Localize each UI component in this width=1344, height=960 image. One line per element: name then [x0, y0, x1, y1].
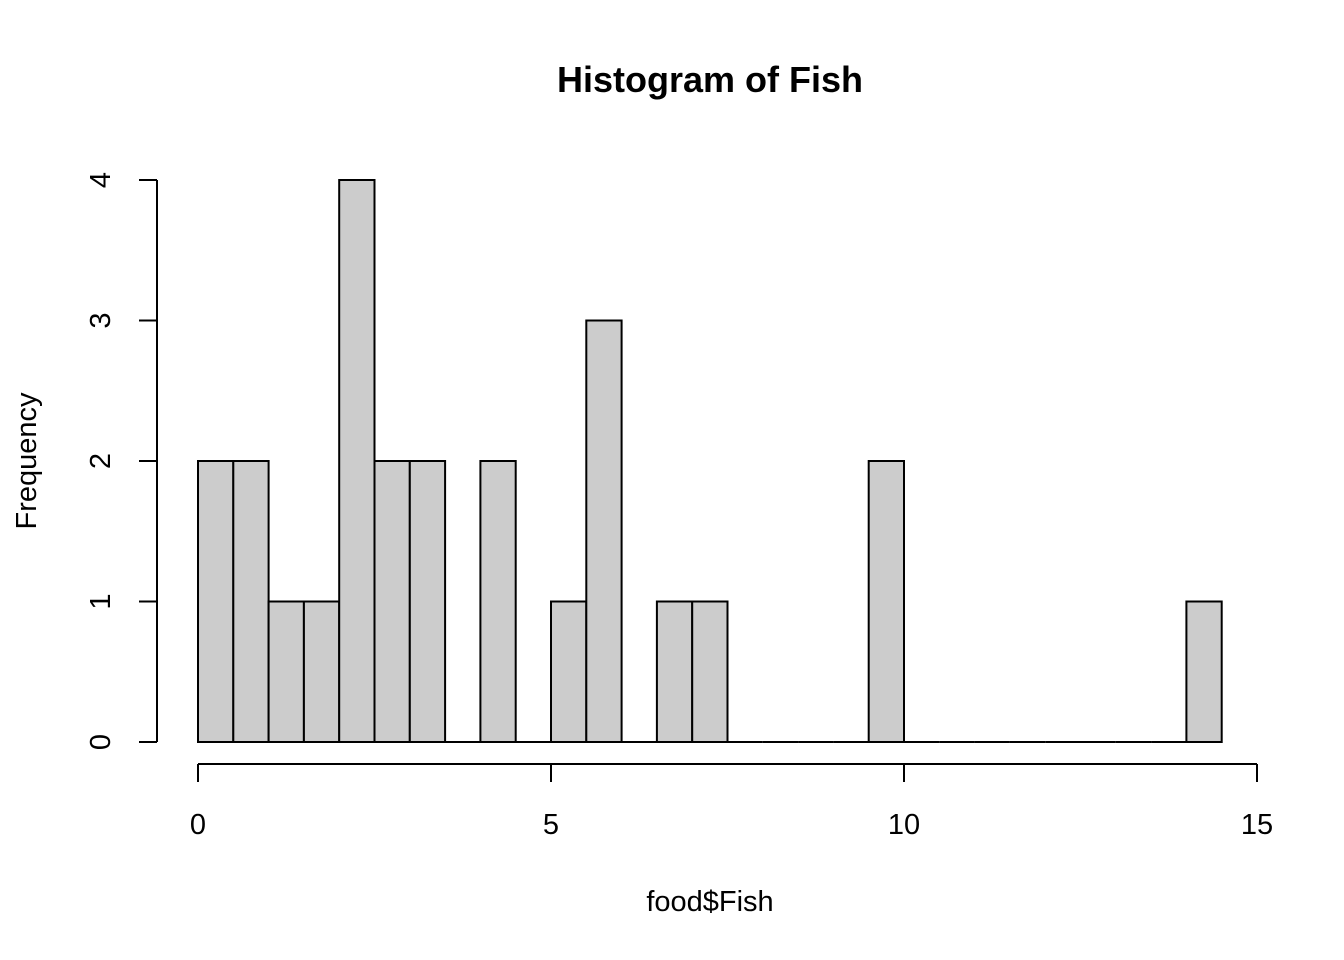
histogram-bars: [197, 179, 1223, 743]
x-tick-label: 10: [888, 809, 920, 841]
y-axis: 0 1 2 3 4: [85, 172, 158, 750]
histogram-bar: [267, 600, 305, 743]
histogram-bar: [197, 460, 235, 743]
histogram-bar: [479, 460, 517, 743]
histogram-bar: [338, 179, 376, 743]
y-tick-label: 2: [85, 453, 117, 469]
histogram-bar: [867, 460, 906, 743]
y-tick-label: 1: [85, 593, 117, 609]
y-tick-label: 4: [85, 172, 117, 188]
histogram-bar: [302, 600, 341, 743]
x-tick-label: 0: [190, 809, 206, 841]
histogram-bar: [550, 600, 588, 743]
y-axis-label: Frequency: [11, 392, 43, 530]
x-tick-label: 15: [1241, 809, 1273, 841]
y-tick-label: 0: [85, 734, 117, 750]
histogram-bar: [691, 600, 729, 743]
histogram-bar: [1185, 600, 1223, 743]
histogram-bar: [585, 319, 623, 743]
y-tick-label: 3: [85, 312, 117, 328]
histogram-bar: [232, 460, 270, 743]
x-tick-label: 5: [543, 809, 559, 841]
histogram-bar: [408, 460, 447, 743]
histogram-bar: [655, 600, 694, 743]
x-axis: 0 5 10 15: [190, 763, 1273, 841]
x-axis-label: food$Fish: [646, 886, 773, 918]
histogram-bar: [373, 460, 411, 743]
chart-title: Histogram of Fish: [557, 59, 863, 100]
